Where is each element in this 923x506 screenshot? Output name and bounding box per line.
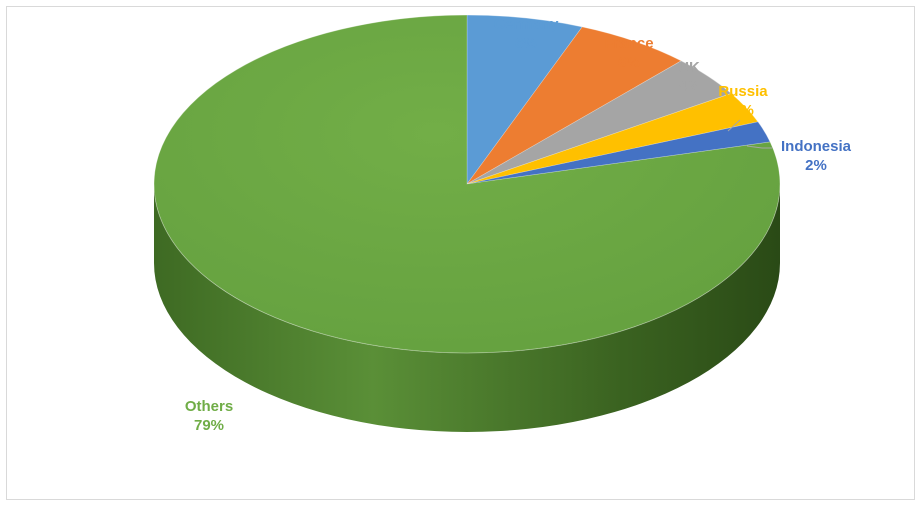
pie-slice-russia xyxy=(466,93,759,185)
data-label-indonesia: Indonesia 2% xyxy=(781,138,852,174)
pie-top-face xyxy=(153,14,781,354)
pie-slice-uk xyxy=(466,60,732,185)
data-label-category: France xyxy=(604,35,653,52)
data-label-russia: Russia 3% xyxy=(718,83,768,119)
data-label-others: Others 79% xyxy=(185,398,233,434)
pie-side-wall xyxy=(154,184,780,432)
data-label-category: UK xyxy=(678,59,700,76)
data-label-value: 79% xyxy=(194,417,224,434)
data-label-value: 2% xyxy=(805,157,827,174)
data-label-germany: Germany 6% xyxy=(493,16,559,52)
pie-rim xyxy=(153,14,781,354)
leader-line-indonesia xyxy=(746,145,772,149)
data-label-value: 3% xyxy=(732,102,754,119)
pie-side-wall-others xyxy=(154,184,780,432)
leader-line-russia xyxy=(727,119,741,132)
data-labels: Germany 6% France 6% UK 4% Russia 3% Indonesia 2%… xyxy=(185,16,852,434)
leader-lines xyxy=(727,119,772,149)
data-label-category: Indonesia xyxy=(781,138,852,155)
data-label-category: Others xyxy=(185,398,233,415)
data-label-value: 4% xyxy=(678,78,700,95)
pie-slice-others xyxy=(153,14,781,354)
data-label-france: France 6% xyxy=(604,35,653,71)
data-label-category: Russia xyxy=(718,83,768,100)
data-label-value: 6% xyxy=(515,35,537,52)
pie-slice-germany xyxy=(466,14,583,185)
data-label-uk: UK 4% xyxy=(678,59,700,95)
data-label-category: Germany xyxy=(493,16,559,33)
data-label-value: 6% xyxy=(618,54,640,71)
pie-slice-indonesia xyxy=(466,121,771,185)
pie-slice-france xyxy=(466,26,682,185)
